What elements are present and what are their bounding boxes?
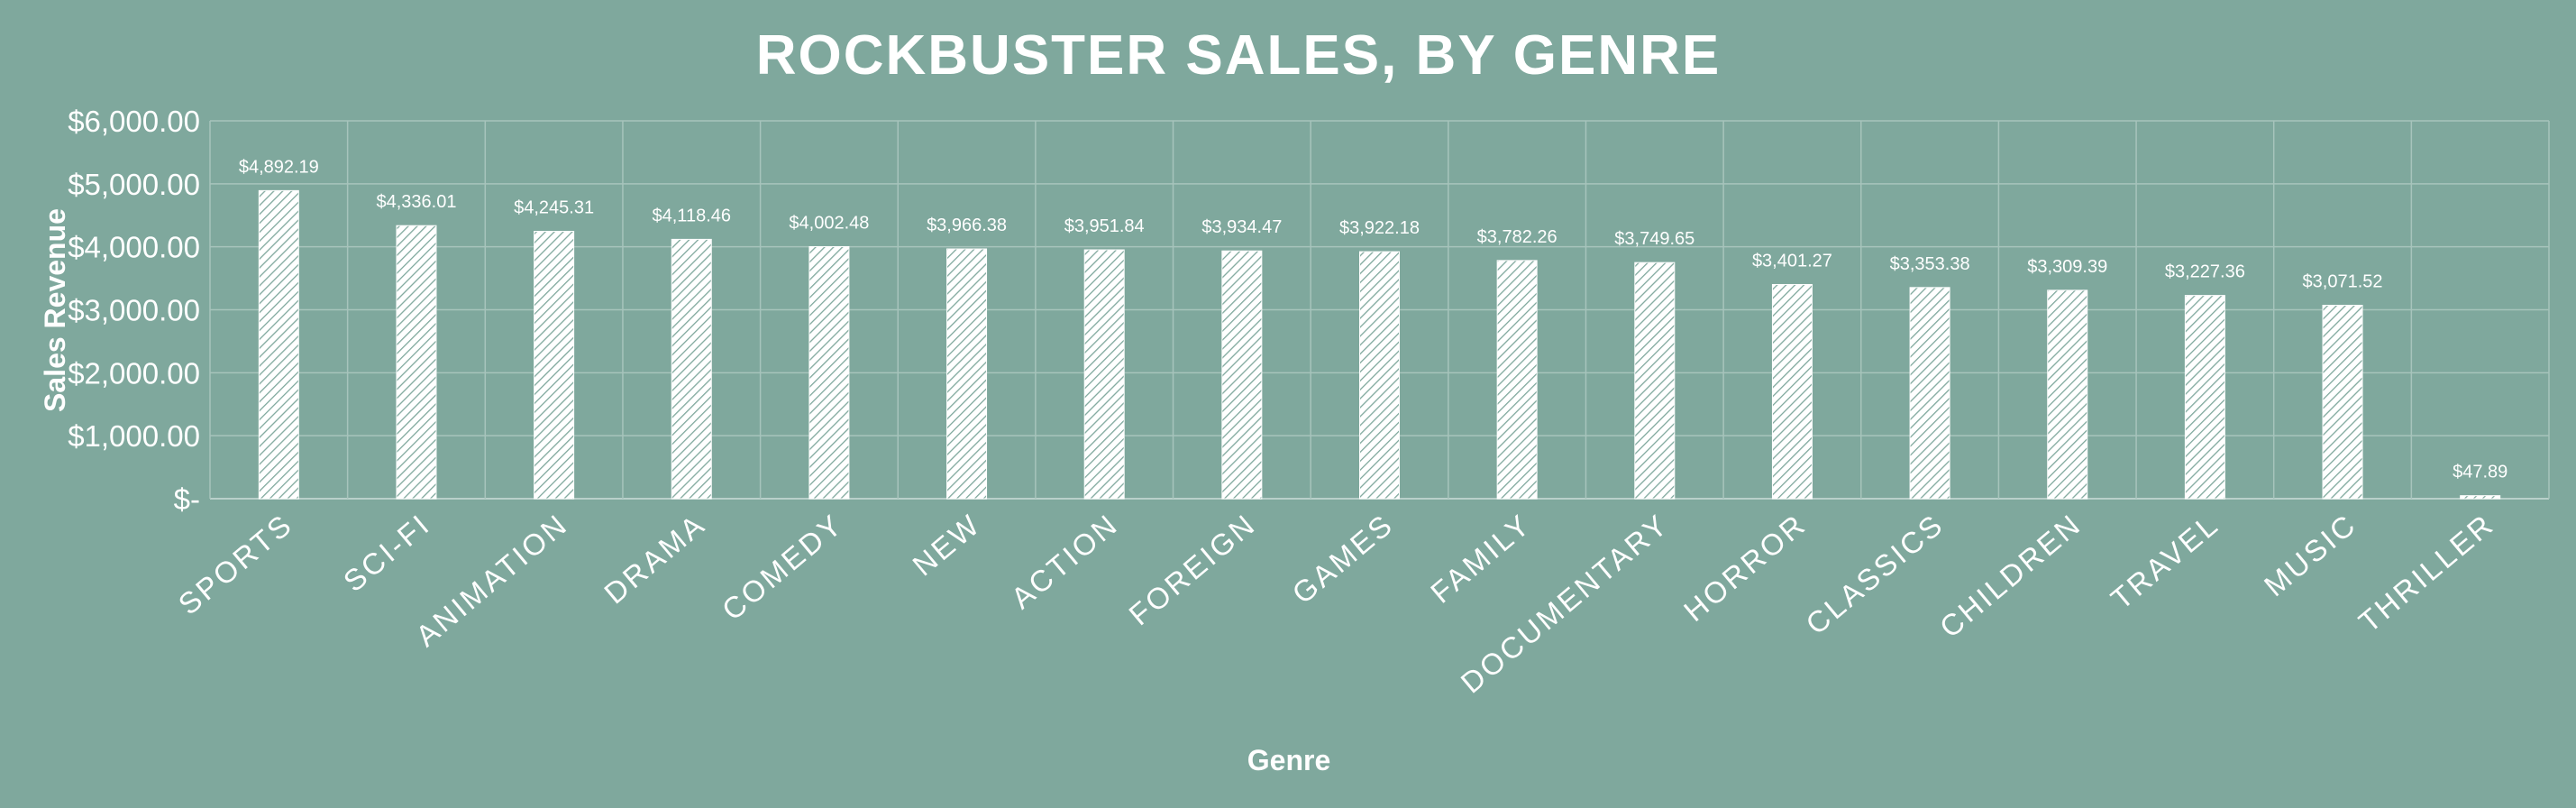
bar-horror [1771, 283, 1813, 500]
bar-animation [534, 231, 575, 500]
data-label: $3,966.38 [927, 216, 1007, 235]
y-tick-label: $5,000.00 [68, 168, 200, 201]
data-label: $3,353.38 [1890, 254, 1970, 274]
y-tick-label: $3,000.00 [68, 294, 200, 327]
bar-children [2047, 289, 2088, 500]
y-tick-label: $2,000.00 [68, 356, 200, 390]
data-label: $3,309.39 [2027, 257, 2107, 277]
data-label: $4,002.48 [789, 213, 869, 233]
data-label: $4,245.31 [514, 198, 594, 218]
data-label: $3,922.18 [1339, 218, 1420, 238]
x-tick-label: CHILDREN [1933, 507, 2087, 644]
x-tick-label: GAMES [1285, 507, 1400, 611]
x-tick-label: HORROR [1677, 507, 1813, 628]
bar-sci-fi [396, 225, 437, 500]
chart-title: ROCKBUSTER SALES, BY GENRE [756, 24, 1722, 87]
x-tick-label: MUSIC [2258, 507, 2363, 602]
bars [258, 189, 2501, 500]
bar-sports [258, 189, 299, 500]
x-tick-label: FOREIGN [1122, 507, 1262, 631]
x-tick-label: TRAVEL [2105, 507, 2225, 616]
x-tick-label: ANIMATION [409, 507, 574, 653]
data-label: $3,934.47 [1201, 217, 1282, 237]
data-label: $4,892.19 [239, 157, 319, 177]
data-label: $3,782.26 [1477, 227, 1557, 247]
data-label: $47.89 [2453, 463, 2507, 482]
bar-foreign [1221, 250, 1263, 500]
bar-comedy [808, 245, 850, 500]
data-label: $4,118.46 [653, 206, 732, 225]
bar-games [1359, 251, 1400, 500]
data-label: $3,749.65 [1614, 229, 1694, 249]
bar-music [2322, 305, 2363, 500]
x-tick-label: FAMILY [1424, 507, 1538, 610]
bar-travel [2184, 295, 2225, 500]
data-label: $3,401.27 [1752, 251, 1832, 271]
bar-documentary [1634, 262, 1676, 500]
x-tick-label: ACTION [1005, 507, 1125, 615]
data-label: $4,336.01 [376, 192, 456, 212]
bar-action [1083, 249, 1125, 500]
x-axis-title: Genre [1247, 744, 1330, 776]
bar-new [946, 248, 988, 500]
x-tick-label: SCI-FI [337, 507, 437, 598]
x-tick-label: CLASSICS [1799, 507, 1950, 641]
y-tick-label: $4,000.00 [68, 231, 200, 264]
x-tick-label: NEW [906, 507, 987, 583]
data-labels: $4,892.19 $4,336.01 $4,245.31 $4,118.46 $4,0… [239, 157, 2507, 482]
x-tick-label: DRAMA [598, 507, 712, 611]
y-tick-label: $1,000.00 [68, 419, 200, 453]
bar-drama [671, 238, 712, 500]
y-axis-title: Sales Revenue [39, 208, 71, 412]
gridlines [209, 120, 2550, 500]
data-label: $3,227.36 [2165, 262, 2245, 282]
x-tick-label: COMEDY [716, 507, 850, 627]
y-axis-ticks: $- $1,000.00 $2,000.00 $3,000.00 $4,000.00 $5… [68, 105, 200, 516]
bar-classics [1909, 287, 1950, 500]
y-tick-label: $6,000.00 [68, 105, 200, 138]
data-label: $3,071.52 [2303, 272, 2383, 292]
data-label: $3,951.84 [1064, 216, 1145, 236]
y-tick-label: $- [174, 482, 200, 516]
bar-thriller [2460, 495, 2501, 500]
bar-family [1496, 260, 1538, 500]
x-tick-label: THRILLER [2352, 507, 2500, 638]
x-tick-label: SPORTS [172, 507, 299, 621]
